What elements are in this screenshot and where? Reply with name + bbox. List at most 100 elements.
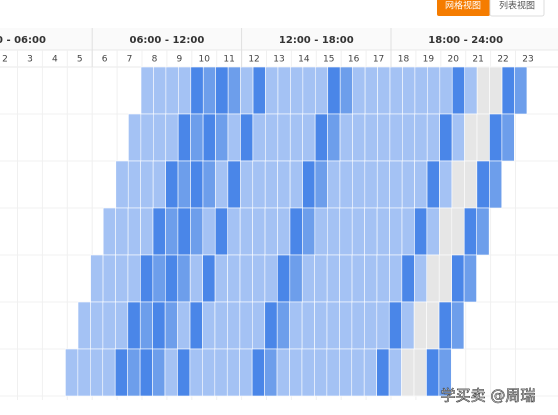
time-cell	[152, 348, 166, 397]
time-cell	[476, 66, 490, 115]
time-cell	[202, 113, 216, 162]
time-cell	[451, 66, 465, 115]
list-view-label[interactable]: 列表视图	[499, 0, 535, 12]
time-cell	[376, 348, 390, 397]
time-cell	[314, 254, 328, 303]
period-header: 06:00 - 12:00	[130, 35, 205, 46]
time-cell	[190, 66, 204, 115]
time-cell	[451, 301, 465, 350]
time-cell	[264, 301, 278, 350]
time-cell	[401, 301, 415, 350]
time-cell	[488, 160, 503, 209]
grid-view-label[interactable]: 网格视图	[445, 0, 481, 12]
time-cell	[177, 207, 191, 256]
time-cell	[177, 254, 191, 303]
hour-label: 21	[472, 55, 483, 65]
time-cell	[227, 254, 241, 303]
time-cell	[177, 113, 191, 162]
hour-label: 18	[398, 55, 410, 65]
hour-label: 17	[373, 55, 384, 65]
time-cell	[226, 348, 240, 397]
time-cell	[438, 348, 452, 397]
time-cell	[377, 66, 391, 115]
period-header: 12:00 - 18:00	[279, 35, 354, 46]
time-cell	[301, 254, 315, 303]
time-cell	[276, 301, 290, 350]
time-cell	[127, 301, 141, 350]
time-cell	[214, 207, 228, 256]
time-cell	[202, 207, 216, 256]
time-cell	[389, 160, 403, 209]
time-cell	[302, 160, 316, 209]
hour-label: 11	[223, 55, 234, 65]
time-cell	[514, 66, 528, 115]
time-cell	[476, 113, 490, 162]
time-cell	[115, 301, 129, 350]
time-cell	[301, 348, 315, 397]
time-cell	[164, 348, 178, 397]
time-cell	[189, 348, 203, 397]
time-cell	[115, 254, 129, 303]
hour-label: 6	[102, 55, 108, 65]
time-cell	[252, 254, 266, 303]
time-cell	[426, 254, 440, 303]
time-cell	[314, 160, 328, 209]
time-cell	[239, 207, 253, 256]
grid-view-button[interactable]	[437, 0, 490, 16]
time-cell	[389, 207, 403, 256]
time-cell	[389, 66, 403, 115]
hour-label: 5	[77, 55, 83, 65]
time-cell	[389, 254, 403, 303]
time-cell	[140, 113, 154, 162]
time-cell	[489, 113, 503, 162]
time-cell	[476, 207, 490, 256]
time-cell	[314, 301, 328, 350]
time-cell	[189, 254, 203, 303]
time-cell	[264, 254, 278, 303]
hour-label: 3	[27, 55, 33, 65]
time-cell	[327, 160, 341, 209]
time-cell	[376, 160, 390, 209]
time-cell	[239, 254, 253, 303]
time-cell	[215, 113, 229, 162]
time-cell	[463, 254, 477, 303]
time-cell	[289, 207, 303, 256]
period-header-bar	[0, 28, 558, 50]
list-view-button[interactable]	[489, 0, 545, 17]
time-cell	[165, 160, 179, 209]
time-cell	[339, 254, 353, 303]
time-cell	[202, 160, 216, 209]
time-cell	[128, 113, 142, 162]
time-cell	[401, 113, 416, 162]
time-cell	[152, 207, 166, 256]
time-cell	[414, 66, 428, 115]
time-cell	[165, 254, 179, 303]
time-cell	[140, 66, 154, 115]
time-cell	[501, 113, 515, 162]
time-cell	[339, 113, 353, 162]
time-cell	[439, 113, 453, 162]
time-cell	[227, 301, 241, 350]
time-cell	[364, 160, 378, 209]
time-cell	[164, 301, 178, 350]
time-cell	[215, 66, 229, 115]
time-cell	[438, 301, 452, 350]
time-cell	[302, 113, 316, 162]
time-cell	[277, 113, 291, 162]
hour-label: 14	[298, 55, 310, 65]
time-cell	[326, 301, 340, 350]
time-cell	[276, 348, 290, 397]
hour-label: 23	[522, 55, 533, 65]
time-cell	[426, 113, 440, 162]
time-cell	[302, 207, 316, 256]
time-cell	[289, 113, 303, 162]
time-cell	[414, 113, 428, 162]
time-cell	[476, 160, 490, 209]
time-cell	[326, 207, 341, 256]
time-cell	[314, 348, 328, 397]
time-cell	[252, 160, 266, 209]
time-cell	[90, 348, 104, 397]
time-cell	[289, 301, 303, 350]
time-cell	[451, 254, 465, 303]
